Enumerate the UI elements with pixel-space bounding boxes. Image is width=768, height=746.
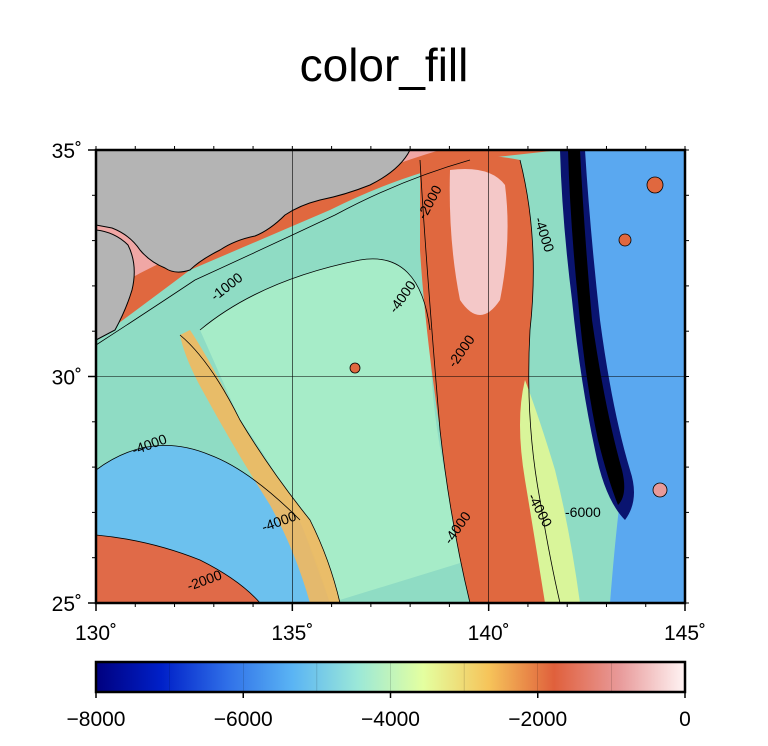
colorbar: −8000 −6000 −4000 −2000 0 [67, 660, 691, 731]
southwest-trough [96, 535, 260, 603]
colorbar-tick-label: −6000 [214, 708, 273, 731]
colorbar-ticks: −8000 −6000 −4000 −2000 0 [67, 662, 691, 731]
map-ticks: 130˚ 135˚ 140˚ 145˚ 25˚ 30˚ 35˚ [52, 140, 706, 645]
graticule [96, 150, 685, 603]
lat-tick-label: 30˚ [52, 367, 82, 390]
seamount [646, 176, 664, 194]
map-title: color_fill [299, 39, 469, 91]
lon-tick-label: 130˚ [75, 622, 117, 645]
shikoku-basin-region [200, 258, 470, 603]
trench-core [568, 150, 625, 505]
kyushu-land [96, 229, 135, 341]
bathymetry-map: -2000-4000-1000 -4000-2000-4000-4000-4000… [52, 140, 706, 645]
colorbar-tick-label: −2000 [508, 708, 567, 731]
seamount [652, 482, 668, 498]
kyushu-palau-ridge [180, 330, 340, 603]
contour-lines [96, 150, 621, 603]
east-trough-region [520, 380, 580, 603]
lon-tick-label: 145˚ [664, 622, 706, 645]
colorbar-tick-label: −8000 [67, 708, 126, 731]
lon-tick-label: 135˚ [271, 622, 313, 645]
lat-tick-label: 25˚ [52, 593, 82, 616]
japan-land [96, 150, 411, 273]
seamount [618, 233, 632, 247]
contour-label: -6000 [565, 504, 601, 520]
lat-tick-label: 35˚ [52, 140, 82, 163]
colorbar-tick-label: 0 [679, 708, 691, 731]
colorbar-gradient [96, 662, 685, 692]
izu-bonin-ridge-crest [449, 169, 508, 315]
seamount [349, 362, 361, 374]
lon-tick-label: 140˚ [468, 622, 510, 645]
colorbar-tick-label: −4000 [361, 708, 420, 731]
